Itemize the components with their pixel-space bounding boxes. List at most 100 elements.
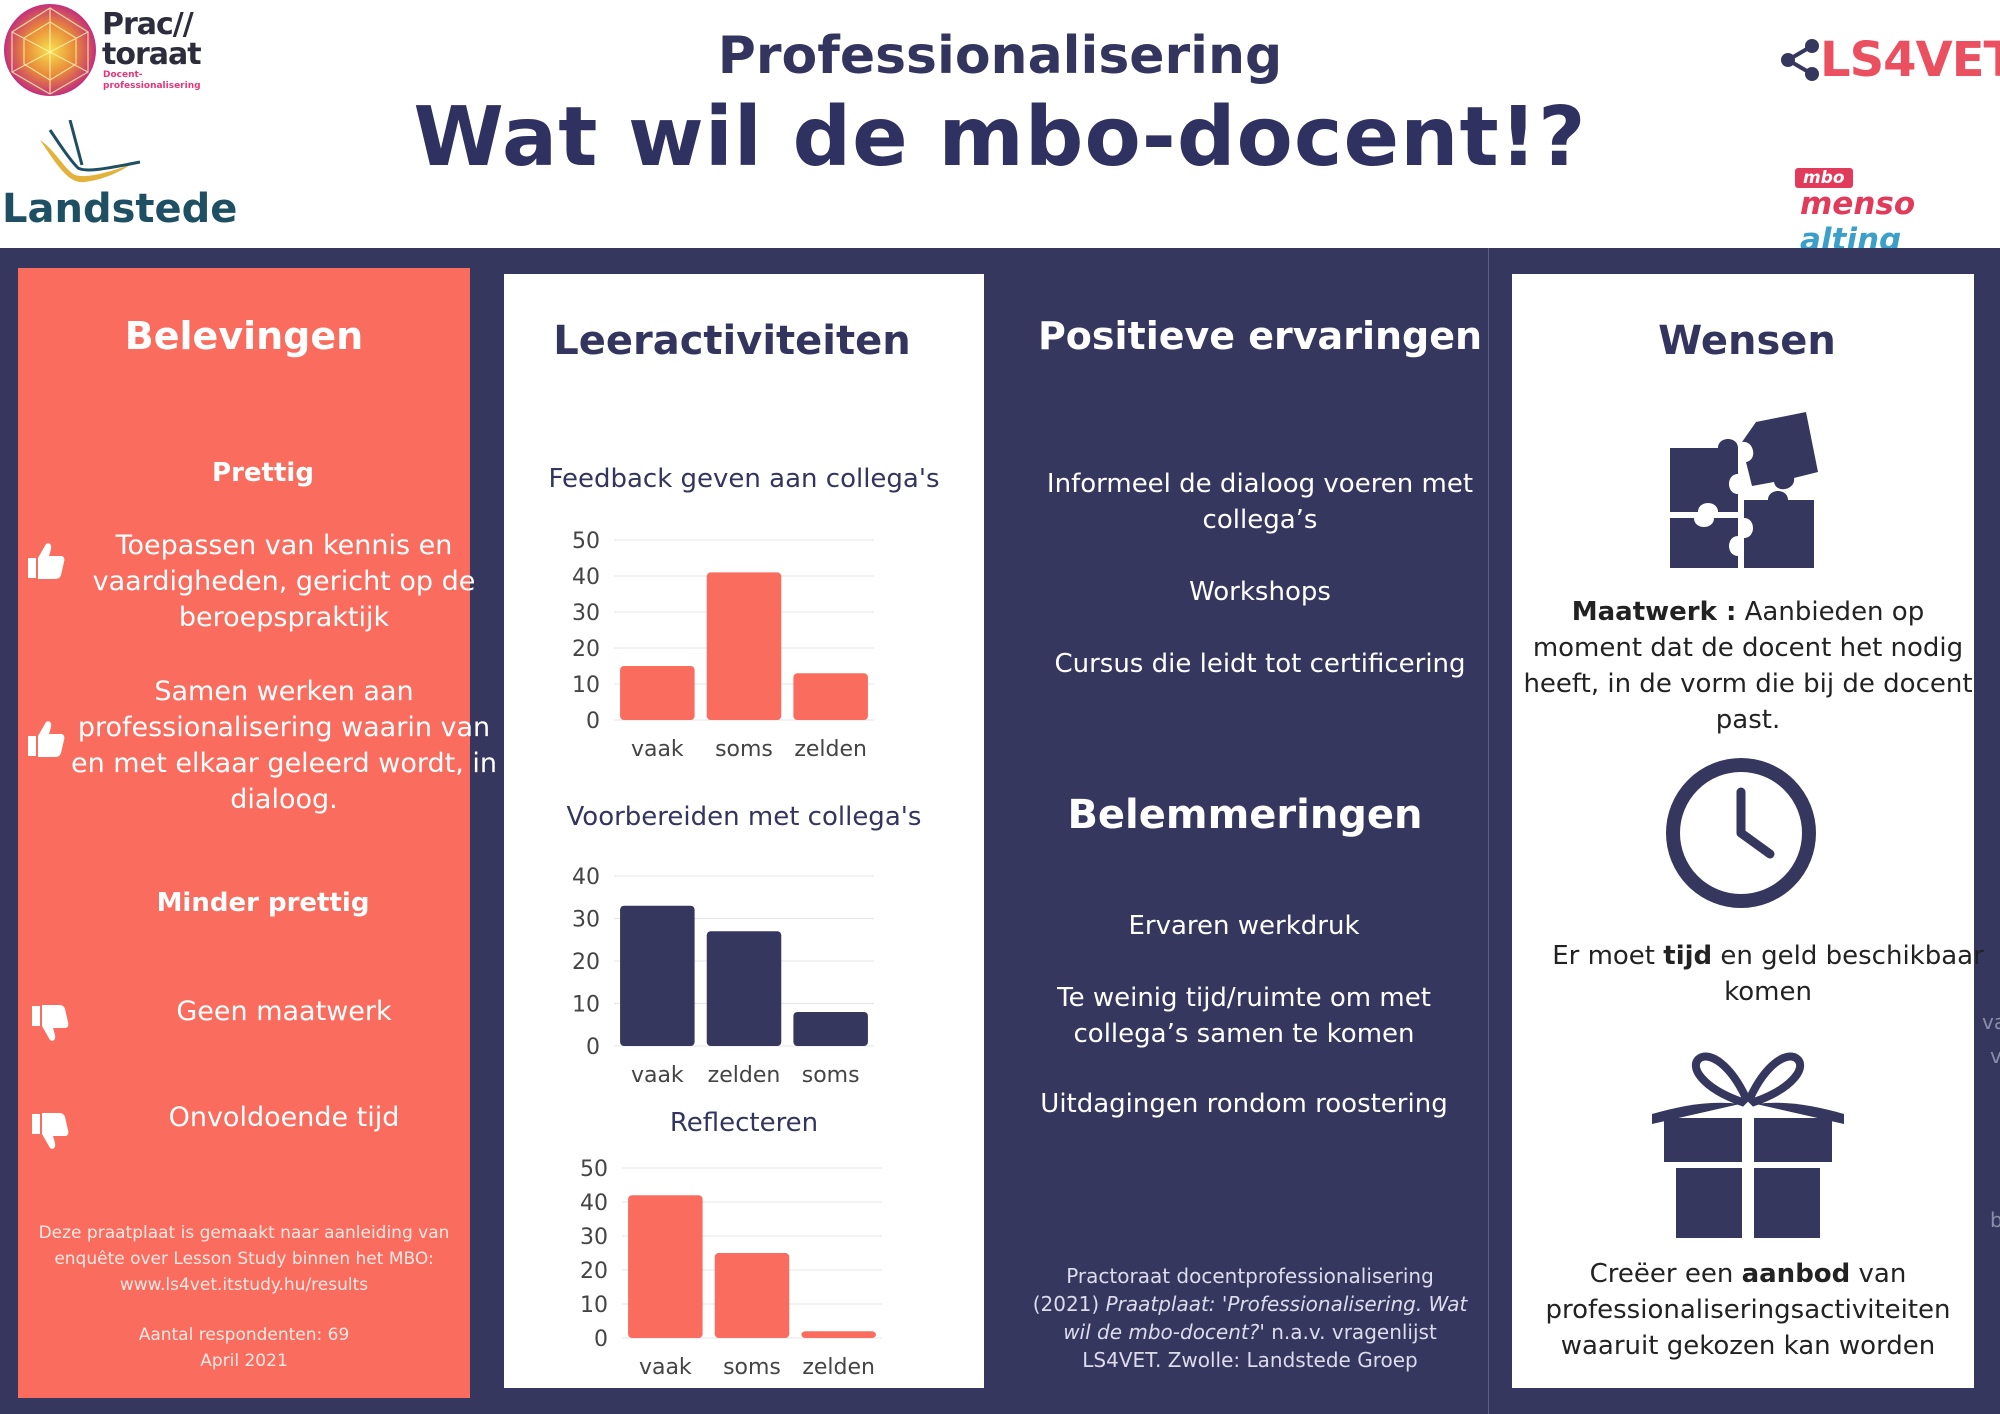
minder-prettig-heading: Minder prettig — [156, 888, 370, 918]
thumbs-down-icon — [32, 1113, 69, 1149]
menso-name: menso — [1800, 186, 1916, 222]
x-tick-label: vaak — [639, 1355, 692, 1380]
belevingen-panel: Belevingen Prettig Toepassen van kennis … — [18, 268, 497, 1398]
bar-soms — [714, 1253, 790, 1338]
tijd-pre: Er moet — [1552, 941, 1664, 971]
y-tick-label: 40 — [580, 1191, 608, 1216]
y-tick-label: 30 — [572, 601, 600, 626]
minder-item-2: Onvoldoende tijd — [168, 1102, 400, 1133]
x-tick-label: zelden — [708, 1063, 781, 1088]
citation: Practoraat docentprofessionalisering (20… — [1030, 1262, 1470, 1374]
practoraat-name-1: Prac// — [102, 7, 194, 42]
ls4vet-name: LS4VET — [1820, 32, 2000, 88]
menso-tag: mbo — [1795, 168, 1853, 188]
positief-item-1: Informeel de dialoog voeren met collega’… — [1046, 469, 1474, 535]
column-divider — [1488, 248, 1489, 1414]
chart-reflecteren: 0 10 20 30 40 50 vaak soms zelden — [580, 1157, 882, 1380]
practoraat-logo[interactable]: Prac// toraat Docent- professionaliserin… — [2, 2, 212, 102]
y-tick-label: 20 — [572, 637, 600, 662]
y-tick-label: 40 — [572, 565, 600, 590]
edge-fragment-2: v — [1990, 1044, 2000, 1068]
ls4vet-logo[interactable]: LS4VET — [1780, 32, 2000, 92]
positief-heading: Positieve ervaringen — [1037, 314, 1483, 358]
puzzle-icon — [1670, 412, 1818, 568]
bar-zelden — [801, 1331, 876, 1338]
minder-item-1: Geen maatwerk — [176, 996, 392, 1027]
chart-3-title: Reflecteren — [669, 1108, 819, 1138]
citation-italic: Praatplaat: 'Professionalisering. Wat wi… — [1063, 1292, 1468, 1344]
prettig-item-2: Samen werken aan professionalisering waa… — [71, 676, 497, 815]
leeractiviteiten-panel: Leeractiviteiten Feedback geven aan coll… — [504, 274, 984, 1388]
edge-fragment-3: b — [1990, 1208, 2000, 1232]
y-tick-label: 10 — [580, 1293, 608, 1318]
edge-fragment-1: va — [1982, 1010, 2000, 1034]
x-tick-label: soms — [715, 737, 773, 762]
tijd-post: en geld beschikbaar komen — [1712, 941, 1984, 1007]
y-tick-label: 40 — [572, 865, 600, 890]
landstede-name: Landstede — [2, 186, 238, 232]
wensen-panel: Wensen Maatwerk : Aanbieden op moment da… — [1512, 274, 1984, 1388]
bar-zelden — [793, 673, 868, 720]
y-tick-label: 20 — [580, 1259, 608, 1284]
y-tick-label: 10 — [572, 993, 600, 1018]
aanbod-post: van professionaliseringsactiviteiten waa… — [1545, 1259, 1951, 1361]
page-subtitle: Professionalisering — [717, 26, 1283, 86]
y-tick-label: 0 — [586, 709, 600, 734]
y-tick-label: 0 — [586, 1035, 600, 1060]
clock-icon — [1666, 758, 1816, 908]
chart-voorbereiden: 0 10 20 30 40 vaak zelden soms — [572, 865, 874, 1088]
practoraat-name-2: toraat — [102, 37, 202, 72]
x-tick-label: vaak — [631, 1063, 684, 1088]
thumbs-down-icon — [32, 1005, 69, 1041]
belemmering-item-1: Ervaren werkdruk — [1128, 911, 1360, 941]
bird-icon — [40, 120, 141, 183]
ervaringen-panel: Positieve ervaringen Informeel de dialoo… — [1000, 268, 1488, 1398]
x-tick-label: soms — [723, 1355, 781, 1380]
thumbs-up-icon — [28, 721, 65, 757]
x-tick-label: vaak — [631, 737, 684, 762]
belevingen-heading: Belevingen — [124, 314, 364, 358]
aanbod-text: Creëer een aanbod van professionaliserin… — [1522, 1256, 1974, 1364]
aanbod-pre: Creëer een — [1589, 1259, 1742, 1289]
belemmering-item-2: Te weinig tijd/ruimte om met collega’s s… — [1057, 983, 1431, 1049]
chart-feedback: 0 10 20 30 40 50 vaak soms zelden — [572, 529, 874, 762]
thumbs-up-icon — [28, 543, 65, 579]
x-tick-label: zelden — [794, 737, 867, 762]
chart-1-title: Feedback geven aan collega's — [548, 464, 940, 494]
citation-rest: n.a.v. vragenlijst LS4VET. Zwolle: Lands… — [1082, 1320, 1437, 1372]
citation-line1: Practoraat docentprofessionalisering (20… — [1032, 1264, 1434, 1316]
tijd-label: tijd — [1663, 941, 1713, 971]
bar-soms — [793, 1012, 868, 1046]
menso-alting-logo[interactable]: mbo menso alting — [1790, 162, 1990, 258]
x-tick-label: zelden — [802, 1355, 875, 1380]
y-tick-label: 30 — [572, 908, 600, 933]
practoraat-sub-2: professionalisering — [103, 81, 201, 91]
bar-soms — [706, 572, 782, 720]
wensen-heading: Wensen — [1658, 318, 1836, 364]
maatwerk-label: Maatwerk : — [1571, 597, 1737, 627]
landstede-logo[interactable]: Landstede — [0, 120, 237, 232]
positief-item-2: Workshops — [1189, 577, 1331, 607]
maatwerk-desc: Aanbieden op moment dat de docent het no… — [1523, 597, 1973, 735]
practoraat-sub-1: Docent- — [103, 70, 143, 80]
gift-icon — [1652, 1052, 1844, 1238]
aanbod-label: aanbod — [1741, 1259, 1851, 1289]
chart-2-title: Voorbereiden met collega's — [566, 802, 922, 832]
y-tick-label: 0 — [594, 1327, 608, 1352]
belemmeringen-heading: Belemmeringen — [1067, 792, 1423, 838]
y-tick-label: 30 — [580, 1225, 608, 1250]
survey-note: Deze praatplaat is gemaakt naar aanleidi… — [38, 1223, 450, 1295]
header: Prac// toraat Docent- professionaliserin… — [0, 0, 2000, 258]
prettig-item-1: Toepassen van kennis en vaardigheden, ge… — [92, 530, 476, 633]
survey-date: April 2021 — [200, 1351, 288, 1371]
x-tick-label: soms — [802, 1063, 860, 1088]
y-tick-label: 10 — [572, 673, 600, 698]
bar-vaak — [620, 905, 695, 1046]
y-tick-label: 50 — [572, 529, 600, 554]
tijd-text: Er moet tijd en geld beschikbaar komen — [1542, 938, 1994, 1010]
maatwerk-text: Maatwerk : Aanbieden op moment dat de do… — [1522, 594, 1974, 738]
y-tick-label: 50 — [580, 1157, 608, 1182]
page-title: Wat wil de mbo-docent!? — [413, 90, 1587, 185]
bar-zelden — [706, 931, 782, 1046]
prettig-heading: Prettig — [212, 458, 314, 488]
